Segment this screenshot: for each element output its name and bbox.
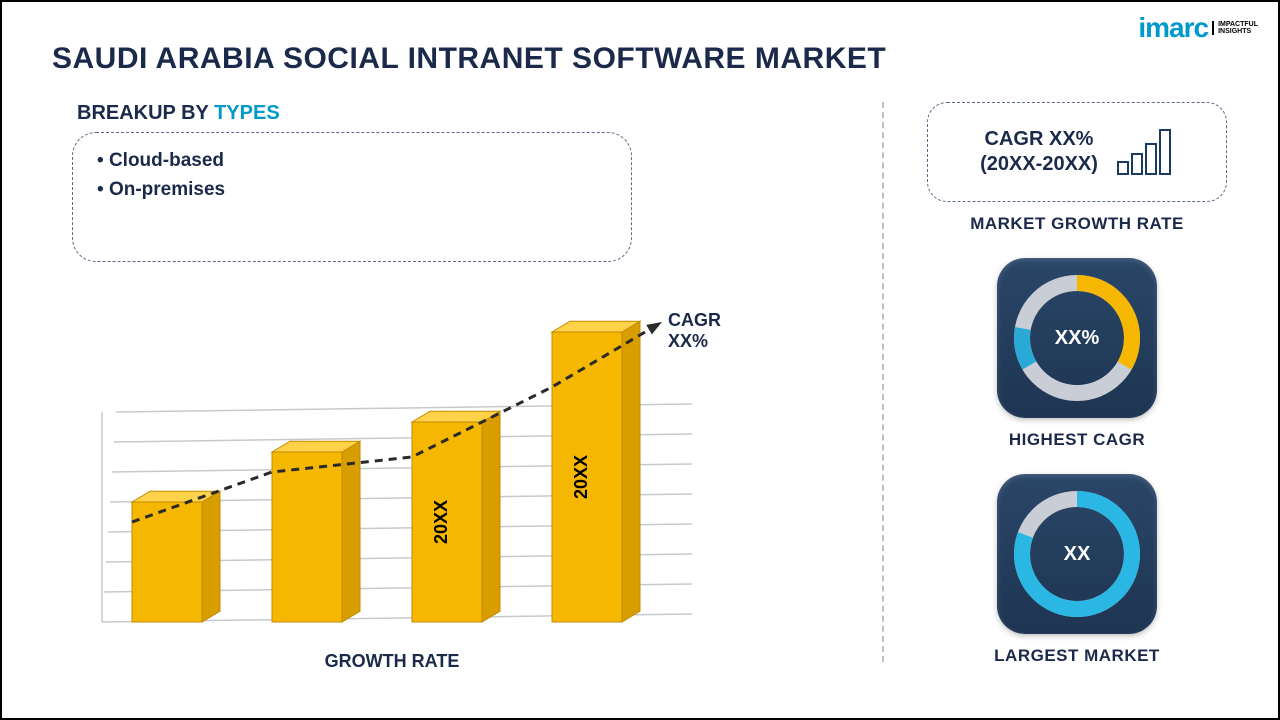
cagr-card: CAGR XX% (20XX-20XX) bbox=[927, 102, 1227, 202]
right-column: CAGR XX% (20XX-20XX) MARKET GROWTH RATE … bbox=[912, 102, 1242, 666]
tagline-line1: IMPACTFUL bbox=[1218, 21, 1258, 28]
growth-chart: 20XX20XX CAGR XX% GROWTH RATE bbox=[72, 302, 712, 672]
highest-cagr-tile: XX% bbox=[997, 258, 1157, 418]
brand-tagline: IMPACTFUL INSIGHTS bbox=[1212, 21, 1258, 35]
tagline-line2: INSIGHTS bbox=[1218, 28, 1251, 35]
breakup-list: Cloud-based On-premises bbox=[97, 147, 607, 204]
brand-name: imarc bbox=[1138, 12, 1208, 44]
vertical-divider bbox=[882, 102, 884, 662]
breakup-highlight: TYPES bbox=[214, 102, 280, 124]
chart-x-label: GROWTH RATE bbox=[325, 651, 460, 672]
breakup-heading: BREAKUP BY TYPES bbox=[77, 102, 280, 125]
largest-market-tile: XX bbox=[997, 474, 1157, 634]
breakup-prefix: BREAKUP BY bbox=[77, 102, 214, 124]
donut-center-value: XX% bbox=[1055, 327, 1099, 350]
cagr-annotation: CAGR XX% bbox=[668, 310, 721, 352]
largest-market-label: LARGEST MARKET bbox=[994, 646, 1160, 666]
infographic-frame: imarc IMPACTFUL INSIGHTS SAUDI ARABIA SO… bbox=[0, 0, 1280, 720]
cagr-card-text: CAGR XX% (20XX-20XX) bbox=[980, 127, 1098, 177]
svg-text:20XX: 20XX bbox=[571, 455, 591, 499]
cagr-line1: CAGR XX% bbox=[985, 128, 1094, 150]
list-item: On-premises bbox=[97, 176, 607, 205]
bar-chart-svg: 20XX 20XX bbox=[72, 302, 712, 642]
list-item: Cloud-based bbox=[97, 147, 607, 176]
svg-text:20XX: 20XX bbox=[431, 500, 451, 544]
growth-rate-label: MARKET GROWTH RATE bbox=[970, 214, 1184, 234]
page-title: SAUDI ARABIA SOCIAL INTRANET SOFTWARE MA… bbox=[52, 42, 886, 76]
brand-logo: imarc IMPACTFUL INSIGHTS bbox=[1138, 12, 1258, 44]
cagr-line2: (20XX-20XX) bbox=[980, 153, 1098, 175]
growth-icon bbox=[1114, 124, 1174, 180]
donut-center-value: XX bbox=[1064, 543, 1091, 566]
highest-cagr-label: HIGHEST CAGR bbox=[1009, 430, 1145, 450]
breakup-box: Cloud-based On-premises bbox=[72, 132, 632, 262]
